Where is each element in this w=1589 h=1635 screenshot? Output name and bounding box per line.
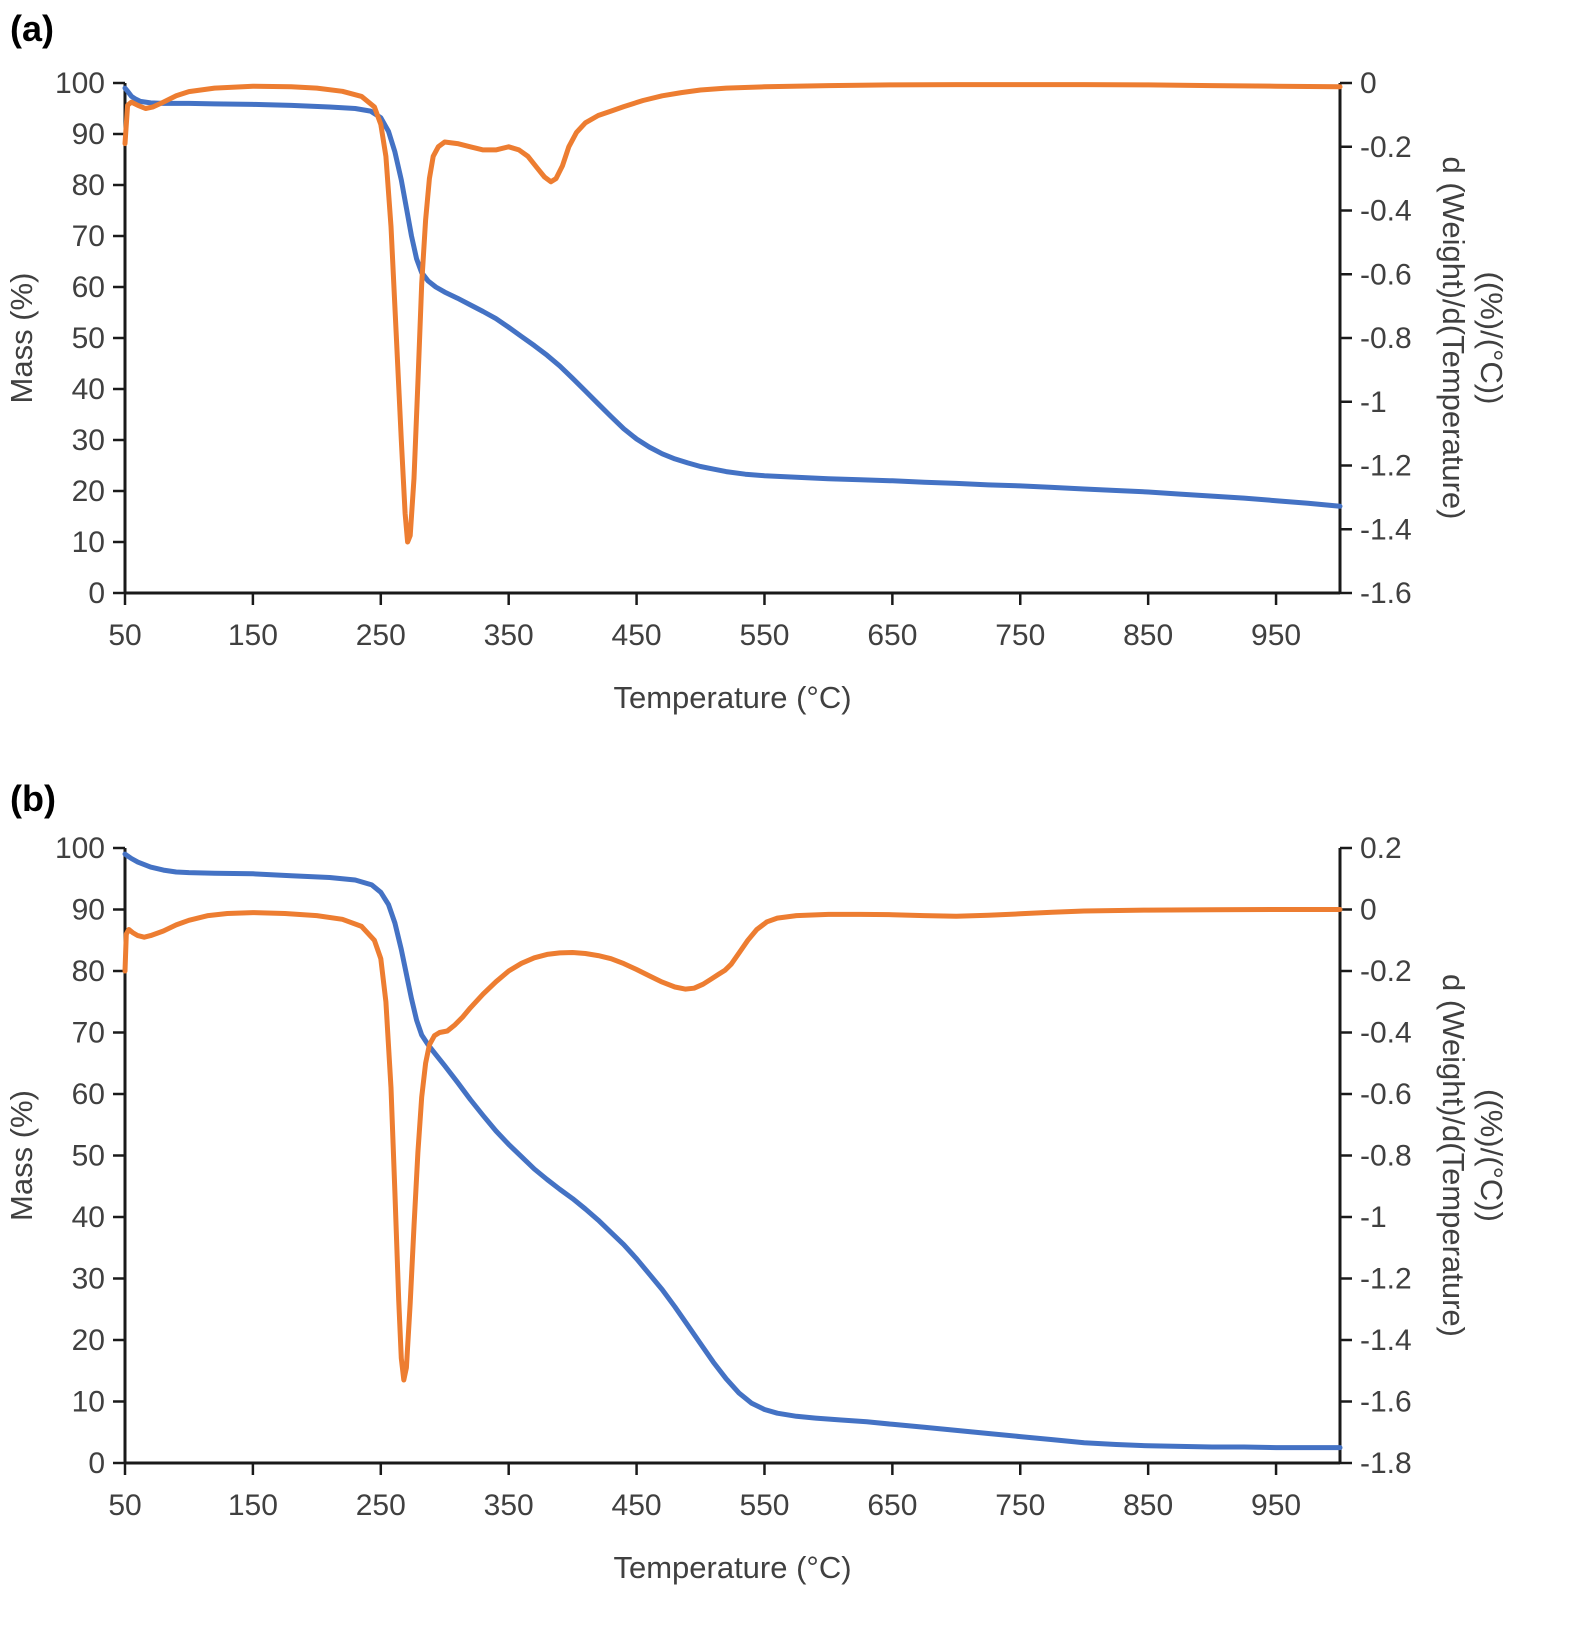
right-tick-label: -0.8 bbox=[1360, 1140, 1412, 1173]
right-tick-label: -1.4 bbox=[1360, 513, 1412, 546]
x-tick-label: 750 bbox=[995, 619, 1045, 652]
right-tick-label: -0.2 bbox=[1360, 131, 1412, 164]
left-tick-label: 10 bbox=[72, 526, 105, 559]
left-tick-label: 100 bbox=[55, 67, 105, 100]
left-tick-label: 20 bbox=[72, 1324, 105, 1357]
right-axis-title-line1: d (Weight)/d(Temperature) bbox=[1436, 974, 1471, 1337]
left-tick-label: 50 bbox=[72, 322, 105, 355]
x-tick-label: 850 bbox=[1123, 619, 1173, 652]
right-tick-label: -1 bbox=[1360, 386, 1387, 419]
left-tick-label: 90 bbox=[72, 894, 105, 927]
x-tick-label: 150 bbox=[228, 619, 278, 652]
left-tick-label: 70 bbox=[72, 220, 105, 253]
panel-a: (a) 100 90 80 70 60 50 40 30 20 10 0 0 -0.2 -0.4 -0.6-… bbox=[0, 0, 1589, 748]
series-Mass bbox=[122, 851, 1343, 1451]
x-tick-label: 750 bbox=[995, 1489, 1045, 1522]
right-axis-title-line1: d (Weight)/d(Temperature) bbox=[1436, 157, 1471, 520]
left-axis-title: Mass (%) bbox=[4, 273, 39, 404]
panel-b: (b) 100 90 80 70 60 50 40 30 20 10 0 0.2 0 -0.2 -0.4 -0… bbox=[0, 770, 1589, 1618]
left-tick-label: 80 bbox=[72, 955, 105, 988]
panel-b-label: (b) bbox=[10, 778, 56, 819]
left-tick-label: 60 bbox=[72, 271, 105, 304]
left-tick-label: 40 bbox=[72, 373, 105, 406]
left-tick-label: 60 bbox=[72, 1078, 105, 1111]
x-tick-label: 50 bbox=[108, 619, 141, 652]
chart-b: 10090807060504030201000.20-0.2-0.4-0.6-0… bbox=[4, 832, 1509, 1585]
left-tick-label: 40 bbox=[72, 1201, 105, 1234]
series-dWeight_dT bbox=[122, 82, 1343, 545]
left-tick-label: 80 bbox=[72, 169, 105, 202]
x-tick-label: 950 bbox=[1251, 1489, 1301, 1522]
x-tick-label: 550 bbox=[739, 619, 789, 652]
right-tick-label: -0.8 bbox=[1360, 322, 1412, 355]
x-tick-label: 550 bbox=[739, 1489, 789, 1522]
right-tick-label: -1.8 bbox=[1360, 1447, 1412, 1480]
x-tick-label: 650 bbox=[867, 1489, 917, 1522]
x-tick-label: 250 bbox=[356, 619, 406, 652]
right-axis-title-line2: ((%)/(°C)) bbox=[1474, 1089, 1509, 1222]
right-tick-label: -0.6 bbox=[1360, 1078, 1412, 1111]
right-tick-label: 0.2 bbox=[1360, 832, 1402, 865]
right-tick-label: -1.4 bbox=[1360, 1324, 1412, 1357]
right-tick-label: -1.2 bbox=[1360, 1263, 1412, 1296]
right-tick-label: -1.2 bbox=[1360, 450, 1412, 483]
left-axis-title: Mass (%) bbox=[4, 1090, 39, 1221]
left-tick-label: 70 bbox=[72, 1017, 105, 1050]
left-tick-label: 0 bbox=[88, 577, 105, 610]
right-tick-label: -0.6 bbox=[1360, 258, 1412, 291]
x-axis-title: Temperature (°C) bbox=[613, 680, 851, 715]
x-axis-title: Temperature (°C) bbox=[613, 1550, 851, 1585]
x-tick-label: 350 bbox=[484, 619, 534, 652]
x-tick-label: 450 bbox=[612, 619, 662, 652]
right-tick-label: -0.4 bbox=[1360, 195, 1412, 228]
left-tick-label: 30 bbox=[72, 1263, 105, 1296]
x-tick-label: 250 bbox=[356, 1489, 406, 1522]
left-tick-label: 30 bbox=[72, 424, 105, 457]
right-tick-label: -1.6 bbox=[1360, 577, 1412, 610]
left-tick-label: 20 bbox=[72, 475, 105, 508]
panel-a-label: (a) bbox=[10, 8, 54, 49]
right-tick-label: 0 bbox=[1360, 894, 1377, 927]
chart-a: 10090807060504030201000-0.2-0.4-0.6-0.8-… bbox=[4, 67, 1509, 715]
right-axis-title-line2: ((%)/(°C)) bbox=[1474, 272, 1509, 405]
x-tick-label: 850 bbox=[1123, 1489, 1173, 1522]
right-tick-label: -1 bbox=[1360, 1201, 1387, 1234]
left-tick-label: 100 bbox=[55, 832, 105, 865]
x-tick-label: 350 bbox=[484, 1489, 534, 1522]
x-tick-label: 450 bbox=[612, 1489, 662, 1522]
series-dWeight_dT bbox=[122, 907, 1343, 1383]
x-tick-label: 150 bbox=[228, 1489, 278, 1522]
x-tick-label: 950 bbox=[1251, 619, 1301, 652]
left-tick-label: 50 bbox=[72, 1140, 105, 1173]
left-tick-label: 90 bbox=[72, 118, 105, 151]
right-tick-label: -0.2 bbox=[1360, 955, 1412, 988]
series-Mass bbox=[122, 85, 1343, 509]
x-tick-label: 50 bbox=[108, 1489, 141, 1522]
left-tick-label: 10 bbox=[72, 1386, 105, 1419]
right-tick-label: -1.6 bbox=[1360, 1386, 1412, 1419]
x-tick-label: 650 bbox=[867, 619, 917, 652]
right-tick-label: -0.4 bbox=[1360, 1017, 1412, 1050]
right-tick-label: 0 bbox=[1360, 67, 1377, 100]
left-tick-label: 0 bbox=[88, 1447, 105, 1480]
